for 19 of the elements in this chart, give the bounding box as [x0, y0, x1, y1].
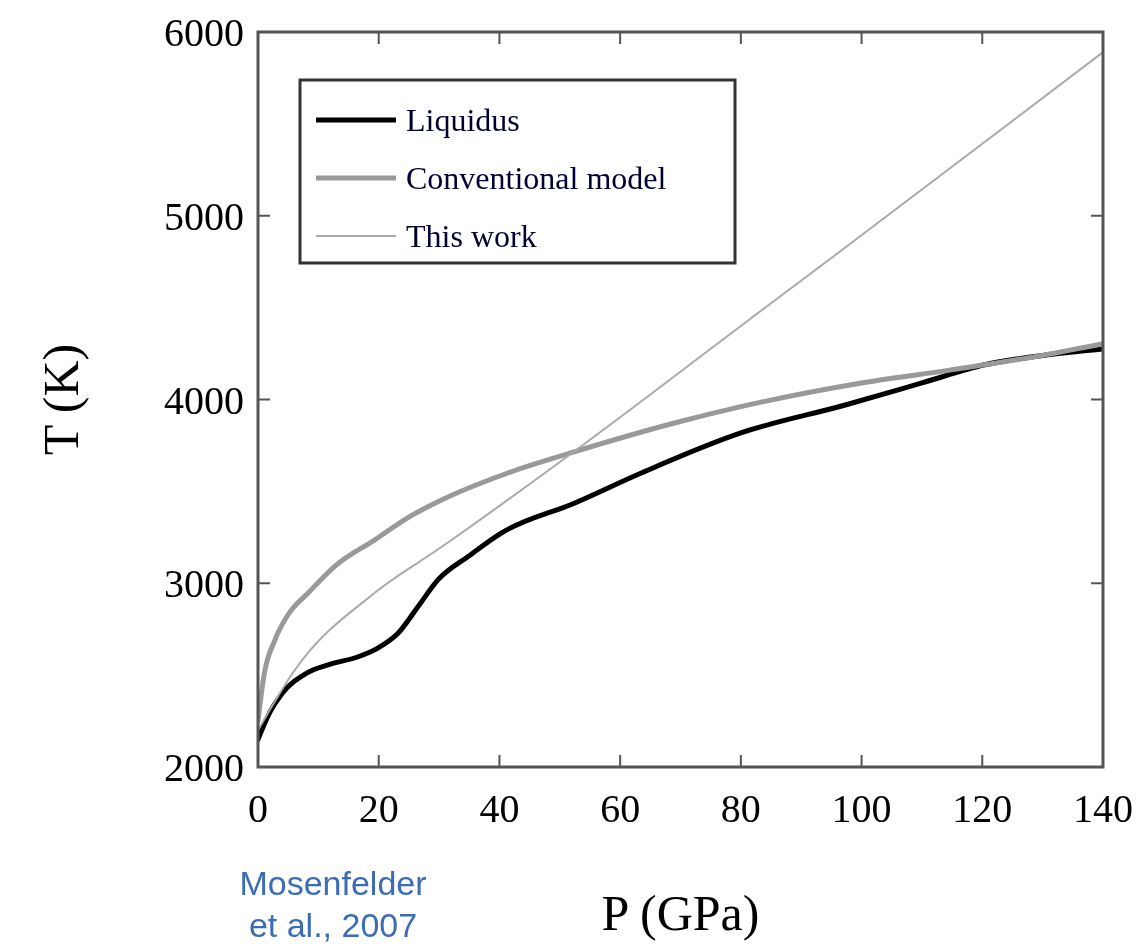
x-tick-label: 0	[248, 786, 268, 831]
x-tick-label: 140	[1073, 786, 1133, 831]
y-tick-label: 6000	[164, 10, 244, 55]
legend-label: Conventional model	[406, 160, 667, 197]
x-tick-label: 100	[831, 786, 892, 831]
x-tick-label: 60	[600, 786, 641, 831]
y-tick-label: 5000	[164, 193, 244, 239]
x-tick-label: 80	[720, 786, 761, 831]
y-tick-label: 4000	[164, 377, 244, 423]
y-tick-label: 3000	[164, 561, 244, 607]
legend-label: This work	[406, 218, 537, 255]
y-tick-label: 2000	[164, 745, 244, 790]
x-tick-label: 120	[952, 786, 1013, 831]
x-tick-label: 20	[358, 786, 399, 831]
legend-label: Liquidus	[406, 102, 520, 139]
y-axis-title: T (K)	[33, 343, 89, 456]
text: Mosenfelder et al., 2007	[239, 864, 427, 944]
x-axis-title: P (GPa)	[601, 885, 760, 941]
x-tick-label: 40	[479, 786, 520, 831]
